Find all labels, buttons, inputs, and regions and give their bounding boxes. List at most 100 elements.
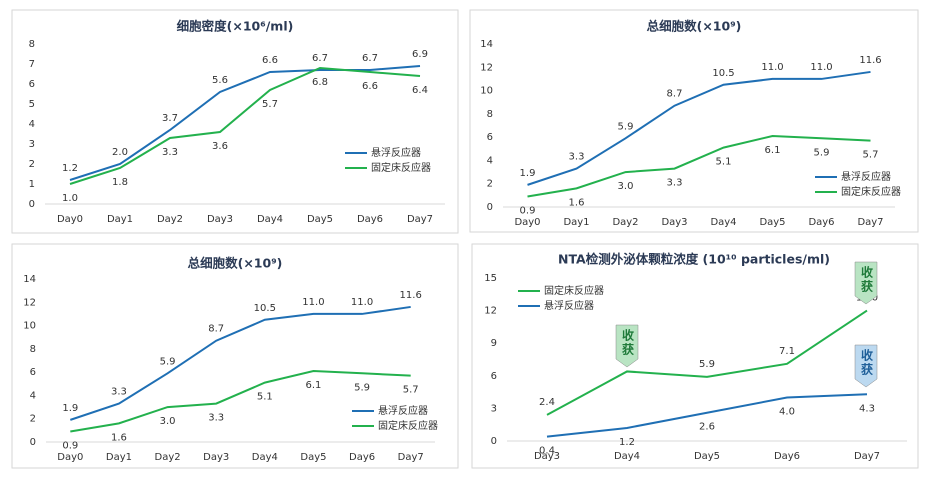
data-label: 10.5 bbox=[712, 68, 734, 79]
legend-label: 悬浮反应器 bbox=[378, 404, 428, 417]
data-label: 4.3 bbox=[859, 403, 875, 414]
y-tick-label: 0 bbox=[491, 436, 497, 447]
data-label: 5.9 bbox=[354, 382, 370, 393]
data-label: 11.6 bbox=[400, 290, 422, 301]
y-tick-label: 6 bbox=[30, 367, 36, 378]
series-line bbox=[546, 393, 868, 438]
data-label: 6.1 bbox=[305, 380, 321, 391]
data-label: 5.7 bbox=[403, 385, 419, 396]
x-tick-label: Day0 bbox=[57, 452, 83, 463]
y-tick-label: 8 bbox=[29, 39, 35, 50]
legend-label: 悬浮反应器 bbox=[544, 299, 594, 312]
data-label: 1.0 bbox=[62, 193, 78, 204]
x-tick-label: Day3 bbox=[207, 214, 233, 225]
y-tick-label: 6 bbox=[491, 371, 497, 382]
data-label: 6.8 bbox=[312, 77, 328, 88]
x-tick-label: Day3 bbox=[534, 451, 560, 462]
legend-label: 悬浮反应器 bbox=[371, 146, 421, 159]
y-tick-label: 2 bbox=[487, 179, 493, 190]
series-line bbox=[546, 309, 868, 416]
x-tick-label: Day6 bbox=[808, 217, 834, 228]
data-label: 0.9 bbox=[520, 206, 536, 217]
y-tick-label: 0 bbox=[29, 199, 35, 210]
y-tick-label: 3 bbox=[491, 403, 497, 414]
y-tick-label: 15 bbox=[484, 273, 497, 284]
data-label: 3.3 bbox=[111, 387, 127, 398]
x-tick-label: Day7 bbox=[857, 217, 883, 228]
callout-text: 收获 bbox=[860, 348, 874, 377]
data-label: 5.9 bbox=[160, 356, 176, 367]
legend-label: 固定床反应器 bbox=[544, 284, 604, 297]
data-label: 3.7 bbox=[162, 113, 178, 124]
data-label: 6.1 bbox=[765, 145, 781, 156]
series-line bbox=[69, 305, 411, 421]
data-label: 11.6 bbox=[859, 55, 881, 66]
y-tick-label: 0 bbox=[487, 202, 493, 213]
x-tick-label: Day6 bbox=[774, 451, 800, 462]
x-tick-label: Day6 bbox=[349, 452, 375, 463]
y-tick-label: 8 bbox=[30, 344, 36, 355]
data-label: 11.0 bbox=[351, 297, 373, 308]
x-tick-label: Day4 bbox=[257, 214, 283, 225]
y-tick-label: 4 bbox=[30, 390, 36, 401]
data-label: 3.3 bbox=[667, 178, 683, 189]
data-label: 6.9 bbox=[412, 49, 428, 60]
data-label: 3.3 bbox=[208, 413, 224, 424]
x-tick-label: Day4 bbox=[710, 217, 736, 228]
y-tick-label: 7 bbox=[29, 59, 35, 70]
y-tick-label: 0 bbox=[30, 437, 36, 448]
data-label: 4.0 bbox=[779, 407, 795, 418]
y-tick-label: 10 bbox=[23, 321, 36, 332]
data-label: 3.0 bbox=[160, 416, 176, 427]
data-label: 2.6 bbox=[699, 422, 715, 433]
data-label: 8.7 bbox=[667, 89, 683, 100]
y-tick-label: 14 bbox=[480, 39, 493, 50]
y-tick-label: 9 bbox=[491, 338, 497, 349]
data-label: 7.1 bbox=[779, 346, 795, 357]
x-tick-label: Day6 bbox=[357, 214, 383, 225]
panel bbox=[469, 9, 919, 233]
data-label: 3.3 bbox=[162, 147, 178, 158]
series-line bbox=[69, 65, 421, 181]
data-label: 5.1 bbox=[716, 157, 732, 168]
data-label: 11.0 bbox=[302, 297, 324, 308]
x-tick-label: Day1 bbox=[106, 452, 132, 463]
x-tick-label: Day5 bbox=[694, 451, 720, 462]
x-tick-label: Day1 bbox=[107, 214, 133, 225]
y-tick-label: 12 bbox=[480, 62, 493, 73]
panel bbox=[471, 243, 919, 469]
y-tick-label: 12 bbox=[484, 306, 497, 317]
data-label: 5.6 bbox=[212, 75, 228, 86]
y-tick-label: 10 bbox=[480, 86, 493, 97]
x-tick-label: Day7 bbox=[398, 452, 424, 463]
callout-box bbox=[854, 261, 878, 305]
data-label: 6.6 bbox=[262, 55, 278, 66]
x-tick-label: Day5 bbox=[307, 214, 333, 225]
y-tick-label: 12 bbox=[23, 297, 36, 308]
legend-label: 固定床反应器 bbox=[378, 419, 438, 432]
x-tick-label: Day0 bbox=[514, 217, 540, 228]
chart-title: NTA检测外泌体颗粒浓度 (10¹⁰ particles/ml) bbox=[558, 252, 830, 267]
chart-title: 细胞密度(×10⁶/ml) bbox=[177, 19, 294, 34]
data-label: 5.7 bbox=[262, 99, 278, 110]
y-tick-label: 4 bbox=[29, 119, 35, 130]
x-tick-label: Day1 bbox=[563, 217, 589, 228]
x-tick-label: Day3 bbox=[203, 452, 229, 463]
x-tick-label: Day5 bbox=[759, 217, 785, 228]
y-tick-label: 5 bbox=[29, 99, 35, 110]
panel bbox=[11, 243, 459, 469]
legend-label: 悬浮反应器 bbox=[841, 170, 891, 183]
data-label: 0.4 bbox=[539, 446, 555, 457]
x-tick-label: Day5 bbox=[300, 452, 326, 463]
data-label: 1.8 bbox=[112, 177, 128, 188]
callout-box bbox=[615, 324, 639, 368]
data-label: 6.7 bbox=[312, 53, 328, 64]
series-line bbox=[527, 134, 871, 198]
series-line bbox=[527, 70, 871, 186]
data-label: 11.0 bbox=[810, 62, 832, 73]
chart-title: 总细胞数(×10⁹) bbox=[647, 19, 742, 34]
data-label: 1.2 bbox=[62, 163, 78, 174]
data-label: 5.9 bbox=[814, 147, 830, 158]
data-label: 1.9 bbox=[62, 403, 78, 414]
series-line bbox=[69, 66, 421, 185]
